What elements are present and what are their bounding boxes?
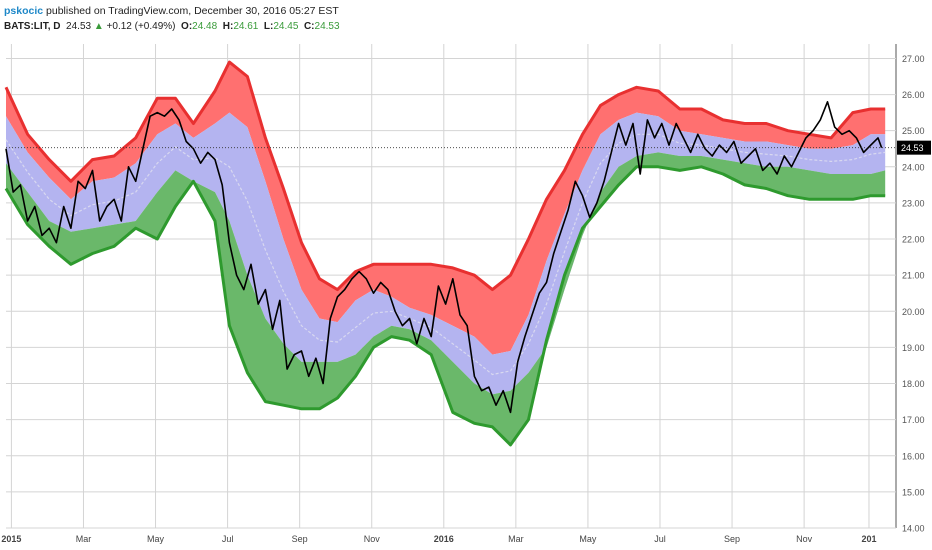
close-label: C: (303, 21, 315, 32)
symbol-label[interactable]: BATS:LIT, D (4, 21, 61, 32)
low-value: 24.45 (273, 21, 299, 32)
publish-info: published on TradingView.com, December 3… (43, 5, 339, 17)
x-tick-label: Nov (796, 534, 813, 544)
upper-band-area (6, 62, 886, 355)
x-tick-label: Nov (364, 534, 381, 544)
x-tick-label: Jul (222, 534, 234, 544)
x-tick-label: 201 (861, 534, 876, 544)
lower-band-area (6, 152, 886, 445)
y-tick-label: 22.00 (902, 235, 925, 245)
high-label: H: (222, 21, 234, 32)
y-tick-label: 19.00 (902, 343, 925, 353)
y-tick-label: 20.00 (902, 307, 925, 317)
author-link[interactable]: pskocic (4, 5, 44, 17)
y-tick-label: 24.00 (902, 162, 925, 172)
y-tick-label: 26.00 (902, 90, 925, 100)
y-tick-label: 18.00 (902, 379, 925, 389)
change-value: +0.12 (+0.49%) (106, 21, 176, 32)
chart-header: pskocic published on TradingView.com, De… (4, 3, 340, 35)
y-tick-label: 17.00 (902, 415, 925, 425)
low-label: L: (263, 21, 274, 32)
x-tick-label: Mar (76, 534, 92, 544)
x-tick-label: May (579, 534, 597, 544)
price-line (5, 101, 883, 414)
middle-band-area (6, 112, 886, 395)
x-tick-label: Sep (724, 534, 740, 544)
x-tick-label: 2015 (1, 534, 21, 544)
open-value: 24.48 (192, 21, 218, 32)
last-price-badge (897, 140, 931, 155)
y-tick-label: 15.00 (902, 487, 925, 497)
x-tick-label: Sep (292, 534, 308, 544)
open-label: O: (181, 21, 193, 32)
y-tick-label: 14.00 (902, 524, 925, 534)
publish-line: pskocic published on TradingView.com, De… (4, 3, 340, 19)
x-tick-label: 2016 (434, 534, 454, 544)
y-tick-label: 25.00 (902, 126, 925, 136)
x-tick-label: Mar (508, 534, 524, 544)
last-price-label: 24.53 (901, 143, 924, 153)
x-tick-label: Jul (654, 534, 666, 544)
y-tick-label: 23.00 (902, 198, 925, 208)
up-arrow-icon: ▲ (93, 21, 104, 32)
y-tick-label: 16.00 (902, 451, 925, 461)
close-value: 24.53 (314, 21, 340, 32)
lower-band-line (4, 165, 886, 447)
upper-band-line (4, 60, 886, 292)
y-tick-label: 27.00 (902, 54, 925, 64)
y-tick-label: 21.00 (902, 271, 925, 281)
x-tick-label: May (147, 534, 165, 544)
ohlc-line: BATS:LIT, D 24.53 ▲ +0.12 (+0.49%) O:24.… (4, 19, 340, 35)
high-value: 24.61 (233, 21, 259, 32)
last-price: 24.53 (66, 21, 92, 32)
